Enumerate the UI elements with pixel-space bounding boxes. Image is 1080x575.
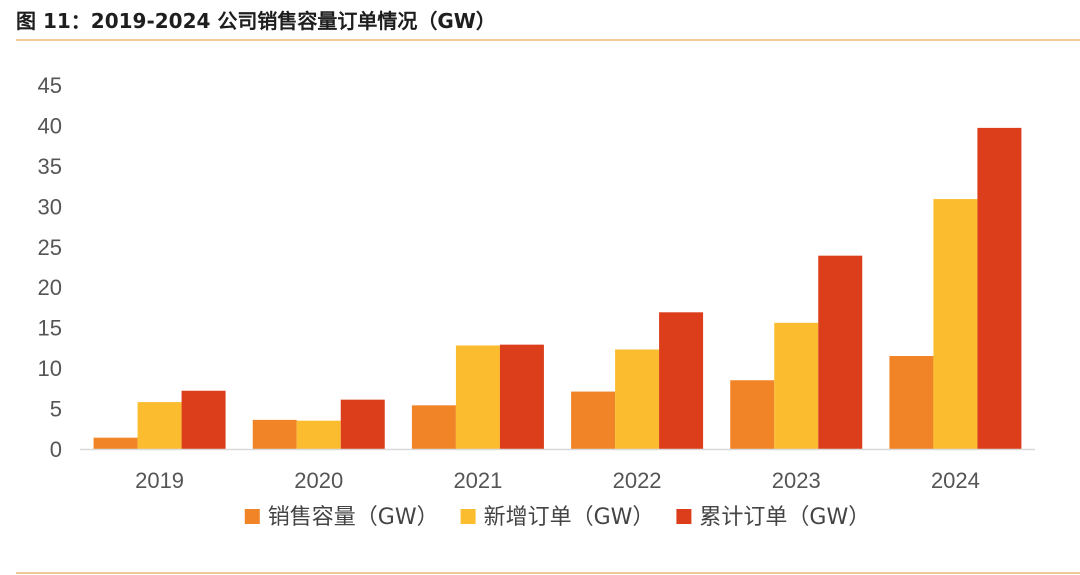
bar-2020-series-1 bbox=[252, 419, 297, 449]
y-tick-label: 30 bbox=[38, 194, 62, 219]
bar-2019-series-2 bbox=[137, 402, 182, 449]
bar-2022-series-1 bbox=[571, 391, 616, 449]
legend-swatch bbox=[676, 509, 692, 524]
y-tick-label: 20 bbox=[38, 275, 62, 300]
bottom-divider bbox=[16, 572, 1080, 574]
x-tick-label: 2022 bbox=[613, 468, 662, 493]
y-tick-label: 45 bbox=[38, 73, 62, 98]
legend-label: 累计订单（GW） bbox=[699, 505, 870, 530]
title-divider bbox=[16, 39, 1080, 41]
figure-title: 图 11：2019-2024 公司销售容量订单情况（GW） bbox=[16, 9, 496, 33]
y-tick-label: 40 bbox=[38, 113, 62, 138]
bar-2019-series-3 bbox=[181, 390, 226, 449]
bar-2021-series-3 bbox=[499, 344, 544, 449]
bar-2020-series-3 bbox=[340, 399, 385, 449]
x-tick-label: 2020 bbox=[294, 468, 343, 493]
legend-item: 新增订单（GW） bbox=[460, 505, 655, 530]
bar-2024-series-2 bbox=[933, 199, 978, 449]
legend-swatch bbox=[460, 509, 476, 524]
bar-2023-series-3 bbox=[818, 255, 863, 449]
bars bbox=[93, 127, 1022, 450]
y-tick-label: 15 bbox=[38, 316, 62, 341]
bar-2021-series-1 bbox=[411, 405, 456, 449]
x-axis-ticks: 2019 2020 2021 2022 2023 2024 bbox=[135, 468, 980, 493]
legend: 销售容量（GW） 新增订单（GW） 累计订单（GW） bbox=[244, 505, 870, 530]
legend-item: 累计订单（GW） bbox=[676, 505, 870, 530]
bar-2023-series-2 bbox=[774, 322, 819, 449]
x-tick-label: 2019 bbox=[135, 468, 184, 493]
bar-2021-series-2 bbox=[455, 345, 500, 449]
legend-label: 新增订单（GW） bbox=[484, 505, 655, 530]
y-tick-label: 5 bbox=[50, 397, 62, 422]
bar-2024-series-1 bbox=[889, 355, 934, 449]
bar-2022-series-2 bbox=[615, 349, 660, 449]
legend-item: 销售容量（GW） bbox=[244, 505, 439, 530]
x-tick-label: 2023 bbox=[772, 468, 821, 493]
bar-2020-series-2 bbox=[296, 420, 341, 449]
x-tick-label: 2021 bbox=[453, 468, 502, 493]
y-tick-label: 25 bbox=[38, 235, 62, 260]
bar-2023-series-1 bbox=[730, 380, 775, 449]
legend-swatch bbox=[244, 509, 260, 524]
legend-label: 销售容量（GW） bbox=[268, 505, 439, 530]
x-tick-label: 2024 bbox=[931, 468, 980, 493]
bar-2024-series-3 bbox=[977, 127, 1022, 450]
bar-2022-series-3 bbox=[659, 312, 704, 449]
y-tick-label: 35 bbox=[38, 154, 62, 179]
y-tick-label: 0 bbox=[50, 437, 62, 462]
y-axis-ticks: 0 5 10 15 20 25 30 35 40 45 bbox=[38, 73, 62, 462]
y-tick-label: 10 bbox=[38, 356, 62, 381]
bar-2019-series-1 bbox=[93, 437, 138, 449]
